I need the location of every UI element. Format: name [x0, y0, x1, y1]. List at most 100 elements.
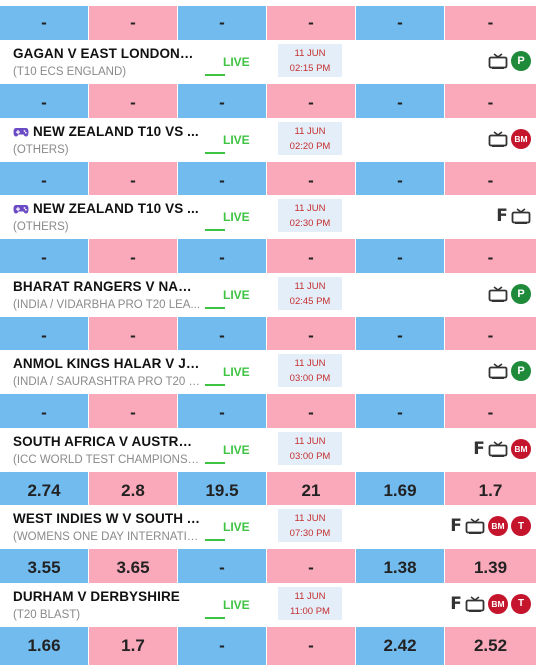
- match-row[interactable]: DURHAM V DERBYSHIRE (T20 BLAST) LIVE 11 JUN…: [0, 582, 536, 628]
- match-row[interactable]: NEW ZEALAND T10 VS ... (OTHERS) LIVE 11 JUN…: [0, 117, 536, 163]
- back-odds-cell[interactable]: 19.5: [178, 471, 267, 510]
- back-odds-cell[interactable]: -: [178, 161, 267, 200]
- match-row[interactable]: BHARAT RANGERS V NAGP... (INDIA / VIDARBH…: [0, 272, 536, 318]
- match-date: 11 JUN: [294, 280, 326, 292]
- match-title-text: WEST INDIES W V SOUTH A...: [13, 511, 201, 526]
- fancy-icon: F: [496, 206, 508, 226]
- lay-odds-cell[interactable]: 3.65: [89, 549, 178, 587]
- lay-odds-cell[interactable]: 1.7: [89, 626, 178, 665]
- back-odds-cell[interactable]: -: [178, 549, 267, 587]
- match-title[interactable]: ANMOL KINGS HALAR V JM...: [13, 356, 201, 371]
- lay-odds-cell[interactable]: -: [267, 316, 356, 355]
- match-title-text: SOUTH AFRICA V AUSTRALIA: [13, 433, 201, 449]
- back-odds-cell[interactable]: -: [178, 239, 267, 277]
- live-underline: [205, 384, 225, 386]
- back-odds-cell[interactable]: -: [356, 6, 445, 40]
- fancy-icon: F: [450, 593, 462, 614]
- lay-odds-cell[interactable]: -: [445, 394, 536, 432]
- market-icons: P: [488, 361, 531, 381]
- back-odds-cell[interactable]: -: [178, 316, 267, 355]
- t-badge-icon: T: [511, 516, 531, 536]
- back-odds-cell[interactable]: -: [0, 84, 89, 122]
- back-odds-cell[interactable]: -: [356, 316, 445, 355]
- match-title[interactable]: NEW ZEALAND T10 VS ...: [13, 124, 199, 139]
- tv-icon: [511, 208, 531, 225]
- lay-odds-cell[interactable]: 1.39: [445, 549, 536, 587]
- match-row[interactable]: GAGAN V EAST LONDONERS (T10 ECS ENGLAND) L…: [0, 40, 536, 85]
- back-odds-cell[interactable]: 1.38: [356, 549, 445, 587]
- lay-odds-cell[interactable]: 2.8: [89, 471, 178, 510]
- back-odds-cell[interactable]: -: [0, 394, 89, 432]
- match-title-text: NEW ZEALAND T10 VS ...: [33, 201, 199, 216]
- back-odds-cell[interactable]: -: [178, 6, 267, 40]
- market-icons: BM: [488, 128, 531, 149]
- live-underline: [205, 539, 225, 541]
- lay-odds-cell[interactable]: -: [89, 239, 178, 277]
- odds-row: 1.66 1.7- -2.42 2.52: [0, 626, 536, 665]
- match-title-text: ANMOL KINGS HALAR V JM...: [13, 356, 201, 371]
- back-odds-cell[interactable]: -: [0, 6, 89, 40]
- match-row[interactable]: WEST INDIES W V SOUTH A... (WOMENS ONE DA…: [0, 505, 536, 550]
- match-time: 02:20 PM: [289, 140, 331, 152]
- back-odds-cell[interactable]: -: [0, 161, 89, 200]
- back-odds-cell[interactable]: 2.42: [356, 626, 445, 665]
- back-odds-cell[interactable]: -: [356, 239, 445, 277]
- match-date: 11 JUN: [294, 435, 326, 447]
- lay-odds-cell[interactable]: -: [445, 161, 536, 200]
- competition-name: (T20 BLAST): [13, 608, 81, 621]
- lay-odds-cell[interactable]: -: [267, 626, 356, 665]
- lay-odds-cell[interactable]: -: [267, 239, 356, 277]
- odds-row: ------: [0, 84, 536, 122]
- match-title[interactable]: NEW ZEALAND T10 VS ...: [13, 201, 199, 216]
- lay-odds-cell[interactable]: -: [445, 6, 536, 40]
- tv-icon: [488, 285, 508, 302]
- lay-odds-cell[interactable]: -: [89, 6, 178, 40]
- odds-row: 3.55 3.65- -1.38 1.39: [0, 549, 536, 587]
- match-title[interactable]: WEST INDIES W V SOUTH A...: [13, 511, 201, 526]
- match-row[interactable]: NEW ZEALAND T10 VS ... (OTHERS) LIVE 11 JUN…: [0, 195, 536, 240]
- back-odds-cell[interactable]: -: [0, 316, 89, 355]
- lay-odds-cell[interactable]: 21: [267, 471, 356, 510]
- back-odds-cell[interactable]: -: [0, 239, 89, 277]
- competition-name: (WOMENS ONE DAY INTERNATIO...: [13, 531, 203, 543]
- lay-odds-cell[interactable]: -: [267, 549, 356, 587]
- match-title[interactable]: BHARAT RANGERS V NAGP...: [13, 279, 201, 294]
- back-odds-cell[interactable]: -: [178, 84, 267, 122]
- lay-odds-cell[interactable]: -: [89, 316, 178, 355]
- lay-odds-cell[interactable]: -: [267, 394, 356, 432]
- match-row[interactable]: ANMOL KINGS HALAR V JM... (INDIA / SAURAS…: [0, 350, 536, 395]
- odds-row: ------: [0, 6, 536, 40]
- lay-odds-cell[interactable]: -: [89, 161, 178, 200]
- back-odds-cell[interactable]: -: [356, 84, 445, 122]
- back-odds-cell[interactable]: 1.66: [0, 626, 89, 665]
- bm-badge-icon: BM: [511, 438, 531, 459]
- market-icons: F BM T: [450, 593, 531, 614]
- back-odds-cell[interactable]: -: [356, 394, 445, 432]
- back-odds-cell[interactable]: -: [178, 626, 267, 665]
- back-odds-cell[interactable]: 3.55: [0, 549, 89, 587]
- match-title[interactable]: GAGAN V EAST LONDONERS: [13, 46, 201, 61]
- lay-odds-cell[interactable]: -: [445, 84, 536, 122]
- lay-odds-cell[interactable]: -: [267, 84, 356, 122]
- back-odds-cell[interactable]: 1.69: [356, 471, 445, 510]
- lay-odds-cell[interactable]: -: [445, 316, 536, 355]
- match-title[interactable]: SOUTH AFRICA V AUSTRALIA: [13, 434, 201, 449]
- lay-odds-cell[interactable]: -: [445, 239, 536, 277]
- lay-odds-cell[interactable]: -: [267, 6, 356, 40]
- match-datetime: 11 JUN 02:45 PM: [278, 276, 342, 310]
- match-time: 03:00 PM: [289, 373, 331, 384]
- lay-odds-cell[interactable]: -: [89, 84, 178, 122]
- match-row[interactable]: SOUTH AFRICA V AUSTRALIA (ICC WORLD TEST …: [0, 427, 536, 473]
- live-underline: [205, 306, 225, 309]
- match-title[interactable]: DURHAM V DERBYSHIRE: [13, 589, 180, 604]
- back-odds-cell[interactable]: -: [356, 161, 445, 200]
- lay-odds-cell[interactable]: 1.7: [445, 471, 536, 510]
- back-odds-cell[interactable]: 2.74: [0, 471, 89, 510]
- lay-odds-cell[interactable]: 2.52: [445, 626, 536, 665]
- lay-odds-cell[interactable]: -: [89, 394, 178, 432]
- back-odds-cell[interactable]: -: [178, 394, 267, 432]
- match-title-text: NEW ZEALAND T10 VS ...: [33, 123, 199, 139]
- lay-odds-cell[interactable]: -: [267, 161, 356, 200]
- gamepad-icon: [13, 202, 29, 214]
- tv-icon: [488, 363, 508, 380]
